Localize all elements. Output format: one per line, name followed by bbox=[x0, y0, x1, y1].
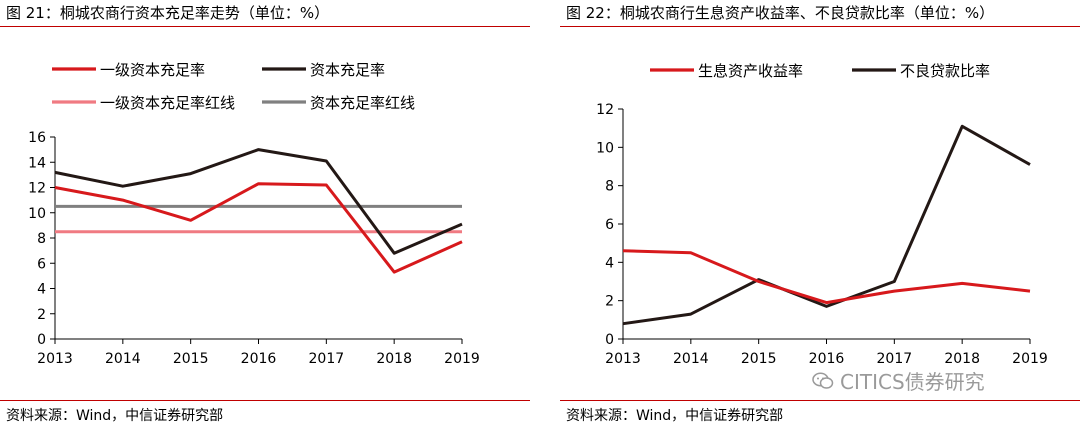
legend-label: 生息资产收益率 bbox=[698, 62, 803, 80]
y-tick-label: 10 bbox=[596, 140, 614, 156]
y-tick-label: 8 bbox=[605, 179, 614, 195]
x-tick-label: 2019 bbox=[444, 351, 480, 367]
y-tick-label: 12 bbox=[28, 181, 46, 197]
y-tick-label: 2 bbox=[37, 307, 46, 323]
watermark: CITICS债券研究 bbox=[812, 366, 985, 395]
series-line-1 bbox=[54, 148, 463, 255]
legend-item: 一级资本充足率红线 bbox=[52, 94, 235, 112]
legend-label: 资本充足率红线 bbox=[310, 94, 415, 112]
series-line-11 bbox=[622, 124, 1031, 326]
legend-label: 资本充足率 bbox=[310, 61, 385, 79]
chart-title: 图 22：桐城农商行生息资产收益率、不良贷款比率（单位：%） bbox=[566, 4, 995, 22]
series-line-10 bbox=[622, 249, 1031, 305]
x-tick-label: 2015 bbox=[173, 351, 209, 367]
chart-title: 图 21：桐城农商行资本充足率走势（单位：%） bbox=[6, 4, 330, 22]
y-tick-label: 6 bbox=[605, 217, 614, 233]
legend-item: 不良贷款比率 bbox=[852, 62, 990, 80]
x-tick-label: 2016 bbox=[809, 351, 845, 367]
y-tick-label: 0 bbox=[37, 332, 46, 348]
y-tick-label: 4 bbox=[37, 282, 46, 298]
x-tick-label: 2014 bbox=[105, 351, 141, 367]
x-tick-label: 2019 bbox=[1012, 351, 1048, 367]
y-tick-label: 6 bbox=[37, 256, 46, 272]
x-tick-label: 2018 bbox=[944, 351, 980, 367]
x-tick-label: 2013 bbox=[37, 351, 73, 367]
x-tick-label: 2017 bbox=[877, 351, 913, 367]
legend-item: 一级资本充足率 bbox=[52, 61, 205, 79]
x-tick-label: 2017 bbox=[309, 351, 345, 367]
title-divider bbox=[560, 26, 1080, 27]
legend-item: 生息资产收益率 bbox=[650, 62, 803, 80]
legend-label: 一级资本充足率红线 bbox=[100, 94, 235, 112]
chart-panel-right: 图 22：桐城农商行生息资产收益率、不良贷款比率（单位：%） 生息资产收益率 不良… bbox=[560, 0, 1080, 429]
source-note: 资料来源：Wind，中信证券研究部 bbox=[6, 408, 224, 424]
source-note: 资料来源：Wind，中信证券研究部 bbox=[566, 408, 784, 424]
yield-npl-chart: 生息资产收益率 不良贷款比率 0 2 4 6 8 10 12 2013 2014 2015 2016 20… bbox=[596, 62, 1048, 367]
y-tick-label: 10 bbox=[28, 206, 46, 222]
legend-item: 资本充足率 bbox=[262, 61, 385, 79]
y-tick-label: 16 bbox=[28, 130, 46, 146]
x-tick-label: 2013 bbox=[605, 351, 641, 367]
x-tick-label: 2016 bbox=[241, 351, 277, 367]
x-tick-label: 2014 bbox=[673, 351, 709, 367]
title-divider bbox=[0, 26, 530, 27]
y-tick-label: 8 bbox=[37, 231, 46, 247]
legend-label: 不良贷款比率 bbox=[900, 62, 990, 80]
y-tick-label: 14 bbox=[28, 155, 46, 171]
series-line-0 bbox=[54, 182, 463, 274]
y-tick-label: 12 bbox=[596, 102, 614, 118]
y-tick-label: 4 bbox=[605, 255, 614, 271]
legend-label: 一级资本充足率 bbox=[100, 61, 205, 79]
y-tick-label: 0 bbox=[605, 332, 614, 348]
legend-item: 资本充足率红线 bbox=[262, 94, 415, 112]
watermark-text: CITICS债券研究 bbox=[840, 370, 985, 394]
source-divider bbox=[0, 400, 530, 401]
chart-panel-left: 图 21：桐城农商行资本充足率走势（单位：%） 一级资本充足率 资本充足率 一级资本… bbox=[0, 0, 530, 429]
source-divider bbox=[560, 400, 1080, 401]
wechat-icon bbox=[812, 372, 834, 389]
y-tick-label: 2 bbox=[605, 294, 614, 310]
x-tick-label: 2018 bbox=[376, 351, 412, 367]
x-tick-label: 2015 bbox=[741, 351, 777, 367]
